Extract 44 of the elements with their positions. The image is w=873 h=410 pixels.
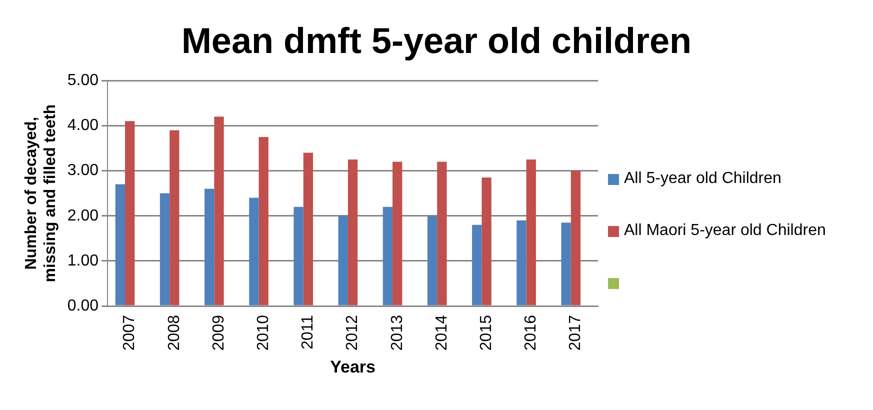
- x-tick-label: 2014: [433, 314, 450, 351]
- y-tick-label: 0.00: [67, 297, 99, 314]
- y-tick-label: 2.00: [67, 207, 99, 224]
- bar: [170, 130, 180, 306]
- x-tick-label: 2008: [166, 314, 183, 351]
- bar: [348, 159, 358, 306]
- bar: [561, 222, 571, 306]
- bar: [258, 136, 268, 306]
- bar: [516, 220, 526, 306]
- y-tick-label: 1.00: [67, 252, 99, 270]
- bar: [437, 162, 447, 306]
- bar: [526, 159, 536, 306]
- y-tick-label: 5.00: [67, 72, 99, 90]
- bar: [294, 206, 304, 306]
- x-tick-label: 2010: [255, 314, 272, 351]
- bar: [125, 121, 135, 306]
- x-tick-label: 2013: [388, 314, 406, 351]
- bar: [204, 188, 214, 306]
- bar: [338, 216, 348, 306]
- bar: [214, 116, 224, 306]
- y-axis-title: Number of decayed, missing and filled teeth: [23, 104, 60, 282]
- bar: [570, 170, 581, 306]
- bar: [382, 206, 393, 306]
- bar: [115, 184, 126, 306]
- x-axis-title: Years: [330, 357, 376, 376]
- legend-label: All Maori 5-year old Children: [624, 221, 826, 241]
- bar: [303, 152, 314, 306]
- x-tick-label: 2009: [210, 314, 228, 351]
- bar: [160, 193, 170, 306]
- bar: [482, 178, 492, 306]
- bar: [392, 162, 402, 306]
- bar: [472, 224, 482, 306]
- x-tick-label: 2012: [344, 314, 362, 351]
- y-tick-label: 4.00: [67, 117, 99, 134]
- legend-label: All 5-year old Children: [624, 169, 782, 189]
- bar: [427, 216, 438, 306]
- x-tick-label: 2016: [522, 314, 540, 351]
- chart-title: Mean dmft 5-year old children: [180, 19, 693, 63]
- y-tick-label: 3.00: [67, 162, 99, 180]
- x-tick-label: 2017: [567, 314, 584, 351]
- x-tick-label: 2007: [121, 314, 138, 351]
- x-tick-label: 2015: [478, 314, 495, 351]
- bar: [249, 198, 259, 306]
- x-tick-label: 2011: [300, 314, 317, 350]
